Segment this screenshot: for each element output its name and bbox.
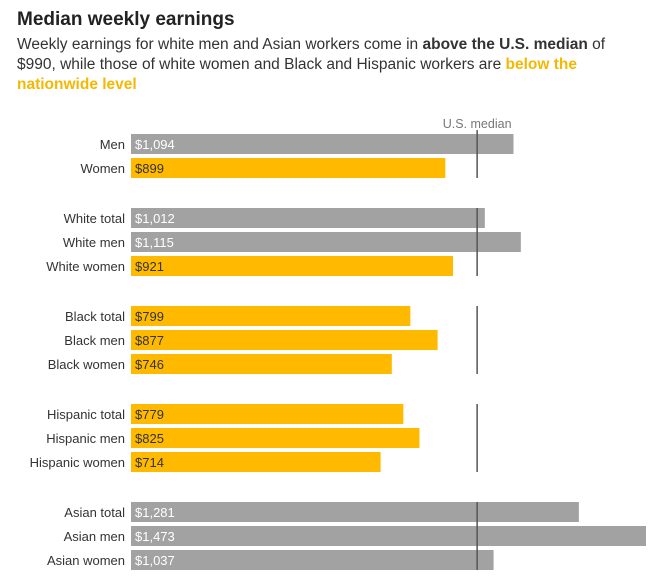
value-label-black-men: $877 — [135, 333, 164, 348]
value-label-hispanic-total: $779 — [135, 407, 164, 422]
value-label-asian-men: $1,473 — [135, 529, 175, 544]
bar-black-total — [131, 306, 411, 326]
value-label-men: $1,094 — [135, 137, 175, 152]
category-label-hispanic-women: Hispanic women — [30, 455, 125, 470]
category-label-white-men: White men — [63, 235, 125, 250]
subtitle-part1: Weekly earnings for white men and Asian … — [17, 36, 423, 53]
category-label-black-women: Black women — [48, 357, 125, 372]
value-label-asian-women: $1,037 — [135, 553, 175, 568]
category-label-black-total: Black total — [65, 309, 125, 324]
chart-subtitle: Weekly earnings for white men and Asian … — [17, 35, 647, 95]
value-label-black-total: $799 — [135, 309, 164, 324]
bar-hispanic-women — [131, 452, 381, 472]
category-label-white-women: White women — [46, 259, 125, 274]
subtitle-highlight-above: above the U.S. median — [422, 36, 588, 53]
subtitle-part2: of $990, while those of white women and … — [17, 36, 606, 73]
bar-white-women — [131, 256, 454, 276]
category-label-men: Men — [100, 137, 125, 152]
bar-hispanic-total — [131, 404, 404, 424]
bar-asian-total — [131, 502, 579, 522]
bar-hispanic-men — [131, 428, 420, 448]
bar-asian-women — [131, 550, 494, 570]
category-label-asian-women: Asian women — [47, 553, 125, 568]
chart-title: Median weekly earnings — [17, 9, 235, 30]
category-label-asian-men: Asian men — [64, 529, 125, 544]
value-label-hispanic-women: $714 — [135, 455, 164, 470]
bar-white-total — [131, 208, 485, 228]
bar-black-men — [131, 330, 438, 350]
category-label-asian-total: Asian total — [64, 505, 125, 520]
value-label-white-men: $1,115 — [135, 235, 174, 250]
median-label: U.S. median — [443, 117, 512, 131]
subtitle-highlight-below: below the nationwide level — [17, 56, 577, 93]
bar-white-men — [131, 232, 521, 252]
bar-men — [131, 134, 514, 154]
category-label-black-men: Black men — [64, 333, 125, 348]
value-label-asian-total: $1,281 — [135, 505, 175, 520]
category-label-hispanic-men: Hispanic men — [46, 431, 125, 446]
bar-black-women — [131, 354, 392, 374]
category-label-women: Women — [80, 161, 125, 176]
value-label-white-total: $1,012 — [135, 211, 175, 226]
value-label-hispanic-men: $825 — [135, 431, 164, 446]
value-label-white-women: $921 — [135, 259, 164, 274]
value-label-women: $899 — [135, 161, 164, 176]
value-label-black-women: $746 — [135, 357, 164, 372]
category-label-hispanic-total: Hispanic total — [47, 407, 125, 422]
bar-women — [131, 158, 446, 178]
category-label-white-total: White total — [64, 211, 126, 226]
bar-asian-men — [131, 526, 646, 546]
